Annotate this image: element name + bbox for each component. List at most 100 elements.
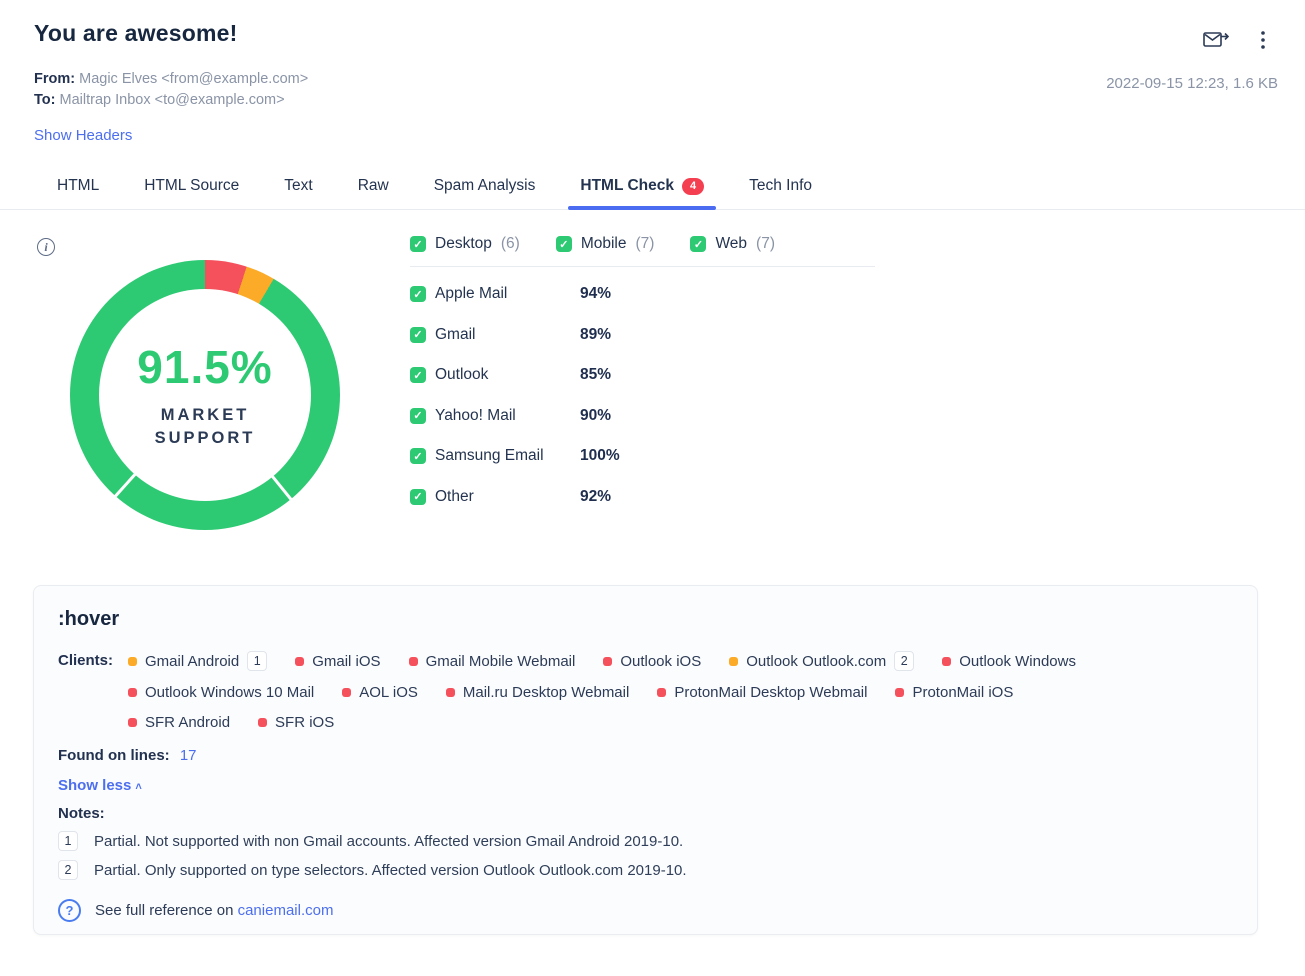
tab-tech-info[interactable]: Tech Info (749, 165, 812, 209)
no-support-dot-icon (342, 688, 351, 697)
note-text: Partial. Not supported with non Gmail ac… (94, 833, 683, 850)
client-support-value: 94% (580, 285, 611, 303)
filter-desktop[interactable]: ✓ Desktop (6) (410, 235, 520, 253)
no-support-dot-icon (603, 657, 612, 666)
partial-support-dot-icon (128, 657, 137, 666)
no-support-dot-icon (128, 718, 137, 727)
client-chip: Outlook iOS (603, 651, 701, 671)
client-support-value: 100% (580, 447, 620, 465)
to-row: To: Mailtrap Inbox <to@example.com> (34, 90, 1278, 111)
client-support-value: 92% (580, 488, 611, 506)
note-reference-badge[interactable]: 1 (247, 651, 267, 671)
partial-support-dot-icon (729, 657, 738, 666)
kebab-menu-icon[interactable] (1261, 31, 1265, 49)
checkbox-checked-icon[interactable]: ✓ (410, 489, 426, 505)
note-reference-badge[interactable]: 2 (894, 651, 914, 671)
platform-filters: ✓ Desktop (6) ✓ Mobile (7) ✓ Web (7) (410, 235, 875, 253)
no-support-dot-icon (128, 688, 137, 697)
client-chip: Outlook Outlook.com 2 (729, 651, 914, 671)
market-support-label: MARKET SUPPORT (120, 404, 290, 450)
to-value: Mailtrap Inbox <to@example.com> (60, 92, 285, 108)
email-header: You are awesome! 2022-09-15 12:23, 1.6 K… (0, 0, 1305, 145)
filter-mobile[interactable]: ✓ Mobile (7) (556, 235, 655, 253)
checkbox-checked-icon[interactable]: ✓ (410, 367, 426, 383)
caniemail-link[interactable]: caniemail.com (238, 902, 334, 919)
client-support-value: 90% (580, 407, 611, 425)
html-check-issue-count-badge: 4 (682, 178, 704, 195)
note-row: 2 Partial. Only supported on type select… (58, 860, 1233, 880)
note-number-badge: 2 (58, 860, 78, 880)
found-on-lines-link[interactable]: 17 (180, 747, 197, 764)
client-row-samsung-email: ✓Samsung Email 100% (410, 436, 875, 477)
client-chip: AOL iOS (342, 684, 418, 701)
client-chip: Gmail Mobile Webmail (409, 651, 576, 671)
client-row-gmail: ✓Gmail 89% (410, 315, 875, 356)
client-row-apple-mail: ✓Apple Mail 94% (410, 274, 875, 315)
no-support-dot-icon (657, 688, 666, 697)
client-chip: SFR iOS (258, 714, 334, 731)
client-chip: Outlook Windows (942, 651, 1076, 671)
no-support-dot-icon (446, 688, 455, 697)
issue-title: :hover (58, 608, 1233, 631)
client-chip: Gmail iOS (295, 651, 380, 671)
found-on-lines-row: Found on lines: 17 (58, 747, 1233, 764)
checkbox-checked-icon[interactable]: ✓ (410, 408, 426, 424)
email-view-tabs: HTML HTML Source Text Raw Spam Analysis … (0, 165, 1305, 210)
note-number-badge: 1 (58, 831, 78, 851)
client-chip: ProtonMail Desktop Webmail (657, 684, 867, 701)
market-support-donut: 91.5% MARKET SUPPORT (70, 260, 340, 530)
market-support-percentage: 91.5% (137, 340, 272, 394)
checkbox-checked-icon[interactable]: ✓ (690, 236, 706, 252)
show-headers-link[interactable]: Show Headers (34, 127, 132, 144)
caniemail-logo-icon: ? (58, 899, 81, 922)
filter-web[interactable]: ✓ Web (7) (690, 235, 775, 253)
client-chip: Gmail Android 1 (128, 651, 267, 671)
from-row: From: Magic Elves <from@example.com> (34, 69, 1278, 90)
from-value: Magic Elves <from@example.com> (79, 71, 308, 87)
client-support-list: ✓Apple Mail 94% ✓Gmail 89% ✓Outlook 85% … (410, 274, 875, 517)
client-chip: Mail.ru Desktop Webmail (446, 684, 629, 701)
client-chip: ProtonMail iOS (895, 684, 1013, 701)
no-support-dot-icon (895, 688, 904, 697)
notes-label: Notes: (58, 805, 1233, 822)
client-support-value: 89% (580, 326, 611, 344)
checkbox-checked-icon[interactable]: ✓ (410, 448, 426, 464)
client-row-outlook: ✓Outlook 85% (410, 355, 875, 396)
no-support-dot-icon (295, 657, 304, 666)
found-on-lines-label: Found on lines: (58, 747, 170, 764)
tab-spam-analysis[interactable]: Spam Analysis (434, 165, 536, 209)
info-icon[interactable]: i (37, 238, 55, 256)
client-chip: Outlook Windows 10 Mail (128, 684, 314, 701)
tab-html[interactable]: HTML (57, 165, 99, 209)
tab-html-source[interactable]: HTML Source (144, 165, 239, 209)
email-subject: You are awesome! (34, 20, 1278, 47)
checkbox-checked-icon[interactable]: ✓ (410, 236, 426, 252)
filters-divider (410, 266, 875, 267)
reference-footer: ? See full reference on caniemail.com (58, 899, 1233, 922)
checkbox-checked-icon[interactable]: ✓ (556, 236, 572, 252)
tab-html-check[interactable]: HTML Check 4 (580, 165, 704, 209)
forward-email-icon[interactable] (1203, 30, 1229, 50)
tab-text[interactable]: Text (284, 165, 312, 209)
no-support-dot-icon (409, 657, 418, 666)
checkbox-checked-icon[interactable]: ✓ (410, 286, 426, 302)
note-text: Partial. Only supported on type selector… (94, 862, 687, 879)
client-support-value: 85% (580, 366, 611, 384)
no-support-dot-icon (942, 657, 951, 666)
chevron-up-icon: ˄ (135, 781, 141, 793)
show-less-link[interactable]: Show less˄ (58, 777, 1233, 794)
from-label: From: (34, 71, 75, 87)
tab-raw[interactable]: Raw (358, 165, 389, 209)
to-label: To: (34, 92, 55, 108)
client-row-yahoo-mail: ✓Yahoo! Mail 90% (410, 396, 875, 437)
client-row-other: ✓Other 92% (410, 477, 875, 518)
checkbox-checked-icon[interactable]: ✓ (410, 327, 426, 343)
no-support-dot-icon (258, 718, 267, 727)
clients-label: Clients: (58, 651, 128, 731)
reference-text: See full reference on (95, 902, 233, 919)
issue-card-hover: :hover Clients: Gmail Android 1 Gmail iO… (33, 585, 1258, 935)
client-chip: SFR Android (128, 714, 230, 731)
note-row: 1 Partial. Not supported with non Gmail … (58, 831, 1233, 851)
email-meta-datetime-size: 2022-09-15 12:23, 1.6 KB (1106, 75, 1278, 92)
affected-clients-list: Gmail Android 1 Gmail iOS Gmail Mobile W… (128, 651, 1128, 731)
